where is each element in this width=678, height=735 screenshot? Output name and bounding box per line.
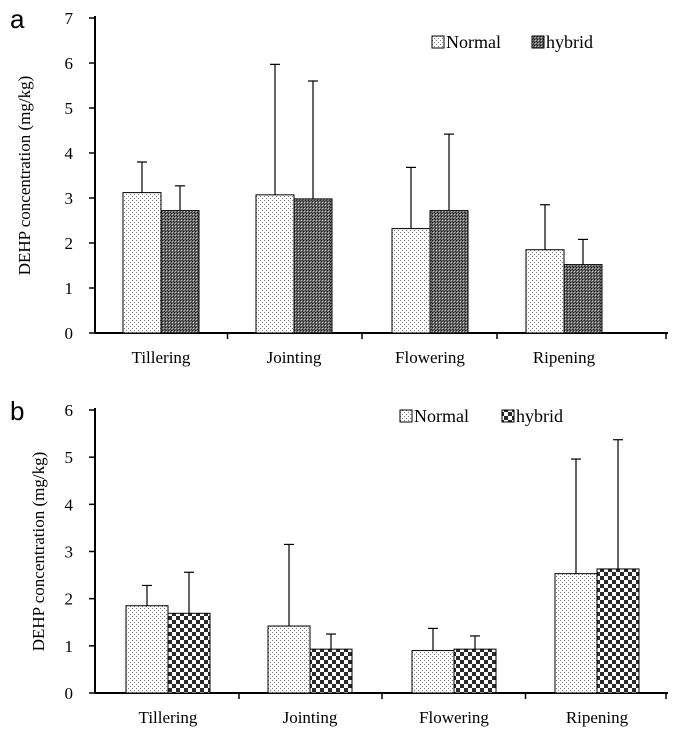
legend-label: Normal	[414, 406, 469, 426]
legend-swatch	[399, 409, 413, 423]
y-tick-label: 5	[65, 99, 74, 118]
y-tick-label: 3	[65, 543, 74, 562]
y-tick-label: 3	[65, 189, 74, 208]
y-tick-label: 6	[65, 401, 74, 420]
bar-hybrid-jointing	[309, 648, 353, 694]
y-tick-label: 6	[65, 54, 74, 73]
bar-normal-ripening	[525, 249, 565, 334]
panel-letter: a	[10, 4, 25, 34]
x-tick-label: Tillering	[132, 348, 191, 367]
x-tick-label: Flowering	[419, 708, 489, 727]
bar-hybrid-tillering	[167, 612, 211, 694]
bar-normal-flowering	[411, 650, 455, 694]
bar-hybrid-flowering	[429, 210, 469, 334]
bar-normal-flowering	[391, 228, 431, 334]
panel-b: b 0 1 2 3 4 5 6 DEHP concentration (mg/kg) Tiller…	[10, 396, 668, 727]
bar-normal-jointing	[267, 625, 311, 694]
panel-a: a 0 1 2 3 4 5 6 7 DEHP concentration (mg/kg) Tille…	[10, 4, 668, 367]
bar-hybrid-ripening	[596, 568, 640, 694]
bar-normal-tillering	[122, 192, 162, 334]
bar-hybrid-ripening	[563, 264, 603, 334]
bar-hybrid-jointing	[293, 198, 333, 334]
x-tick-label: Ripening	[533, 348, 596, 367]
x-tick-label: Jointing	[267, 348, 322, 367]
y-tick-label: 1	[65, 279, 74, 298]
y-tick-label: 7	[65, 9, 74, 28]
x-tick-label: Flowering	[395, 348, 465, 367]
bar-hybrid-tillering	[160, 210, 200, 334]
y-axis-label: DEHP concentration (mg/kg)	[29, 452, 48, 652]
legend-swatch	[531, 35, 545, 49]
y-tick-label: 4	[65, 495, 74, 514]
y-tick-label: 5	[65, 448, 74, 467]
y-tick-label: 2	[65, 590, 74, 609]
y-tick-label: 2	[65, 234, 74, 253]
y-tick-label: 1	[65, 637, 74, 656]
legend-label: hybrid	[546, 32, 593, 52]
legend-label: Normal	[446, 32, 501, 52]
panel-letter: b	[10, 396, 24, 426]
y-tick-label: 0	[65, 324, 74, 343]
bar-hybrid-flowering	[453, 648, 497, 694]
x-tick-label: Ripening	[566, 708, 629, 727]
y-axis-label: DEHP concentration (mg/kg)	[15, 76, 34, 276]
bar-normal-jointing	[255, 194, 295, 334]
legend-swatch	[431, 35, 445, 49]
bar-normal-tillering	[125, 605, 169, 694]
legend-label: hybrid	[516, 406, 563, 426]
y-tick-label: 4	[65, 144, 74, 163]
legend-swatch	[501, 409, 515, 423]
x-tick-label: Tillering	[139, 708, 198, 727]
x-tick-label: Jointing	[283, 708, 338, 727]
bar-normal-ripening	[554, 573, 598, 694]
y-tick-label: 0	[65, 684, 74, 703]
